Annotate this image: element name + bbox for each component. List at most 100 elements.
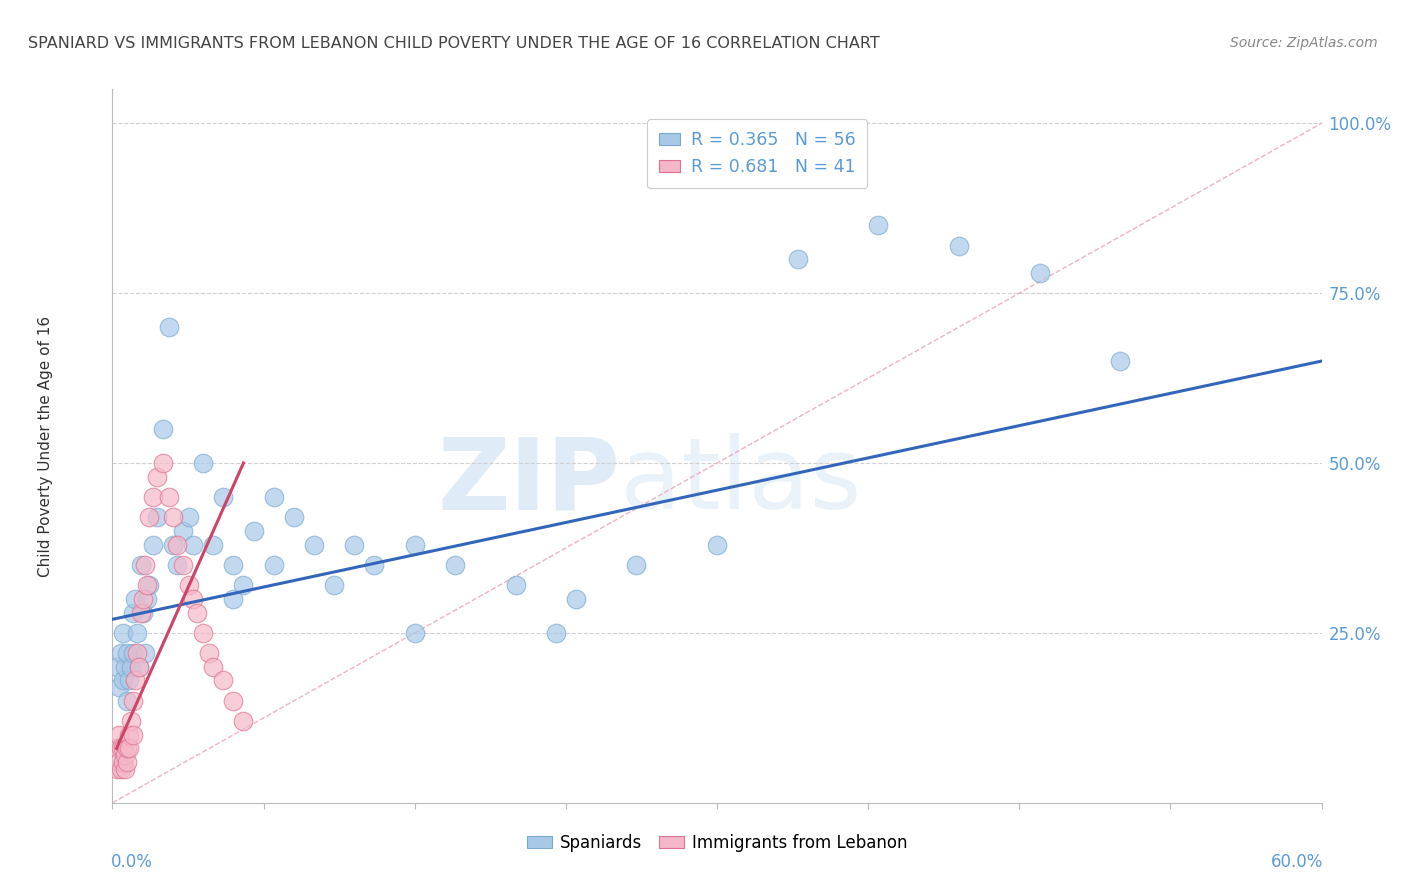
- Point: [142, 490, 165, 504]
- Point: [135, 578, 157, 592]
- Point: [107, 728, 129, 742]
- Point: [363, 558, 385, 572]
- Point: [146, 469, 169, 483]
- Point: [444, 558, 467, 572]
- Point: [121, 728, 143, 742]
- Point: [107, 680, 129, 694]
- Point: [202, 660, 225, 674]
- Point: [121, 694, 143, 708]
- Point: [1109, 354, 1132, 368]
- Point: [114, 748, 136, 763]
- Point: [146, 510, 169, 524]
- Point: [117, 673, 139, 688]
- Point: [505, 578, 527, 592]
- Point: [128, 660, 150, 674]
- Point: [129, 558, 152, 572]
- Point: [157, 320, 180, 334]
- Point: [115, 694, 138, 708]
- Point: [191, 626, 214, 640]
- Point: [202, 537, 225, 551]
- Legend: Spaniards, Immigrants from Lebanon: Spaniards, Immigrants from Lebanon: [520, 828, 914, 859]
- Point: [124, 673, 146, 688]
- Point: [120, 714, 142, 729]
- Point: [110, 741, 132, 756]
- Point: [121, 606, 143, 620]
- Point: [114, 762, 136, 776]
- Point: [128, 660, 150, 674]
- Point: [111, 755, 134, 769]
- Point: [115, 646, 138, 660]
- Point: [115, 741, 138, 756]
- Point: [181, 537, 204, 551]
- Point: [232, 714, 254, 729]
- Point: [166, 537, 188, 551]
- Point: [786, 252, 808, 266]
- Point: [132, 591, 155, 606]
- Point: [868, 218, 890, 232]
- Point: [222, 694, 245, 708]
- Point: [186, 606, 208, 620]
- Point: [114, 660, 136, 674]
- Text: Child Poverty Under the Age of 16: Child Poverty Under the Age of 16: [38, 316, 53, 576]
- Point: [110, 646, 132, 660]
- Text: SPANIARD VS IMMIGRANTS FROM LEBANON CHILD POVERTY UNDER THE AGE OF 16 CORRELATIO: SPANIARD VS IMMIGRANTS FROM LEBANON CHIL…: [28, 36, 880, 51]
- Point: [162, 537, 184, 551]
- Point: [105, 741, 128, 756]
- Point: [115, 755, 138, 769]
- Point: [135, 591, 157, 606]
- Point: [323, 578, 346, 592]
- Point: [404, 626, 426, 640]
- Point: [138, 510, 160, 524]
- Text: 60.0%: 60.0%: [1271, 853, 1323, 871]
- Point: [111, 626, 134, 640]
- Point: [125, 626, 148, 640]
- Point: [343, 537, 366, 551]
- Point: [263, 558, 285, 572]
- Point: [191, 456, 214, 470]
- Point: [222, 558, 245, 572]
- Point: [706, 537, 728, 551]
- Point: [948, 238, 970, 252]
- Point: [172, 558, 194, 572]
- Point: [110, 762, 132, 776]
- Point: [626, 558, 648, 572]
- Point: [212, 673, 235, 688]
- Point: [111, 741, 134, 756]
- Point: [121, 646, 143, 660]
- Point: [142, 537, 165, 551]
- Text: Source: ZipAtlas.com: Source: ZipAtlas.com: [1230, 36, 1378, 50]
- Point: [172, 524, 194, 538]
- Point: [138, 578, 160, 592]
- Point: [1028, 266, 1050, 280]
- Point: [263, 490, 285, 504]
- Point: [105, 660, 128, 674]
- Point: [111, 673, 134, 688]
- Point: [181, 591, 204, 606]
- Point: [152, 456, 174, 470]
- Point: [125, 646, 148, 660]
- Text: atlas: atlas: [620, 434, 862, 530]
- Point: [162, 510, 184, 524]
- Point: [198, 646, 221, 660]
- Point: [222, 591, 245, 606]
- Point: [404, 537, 426, 551]
- Point: [134, 646, 156, 660]
- Point: [166, 558, 188, 572]
- Point: [283, 510, 305, 524]
- Point: [212, 490, 235, 504]
- Point: [157, 490, 180, 504]
- Point: [565, 591, 588, 606]
- Text: ZIP: ZIP: [437, 434, 620, 530]
- Point: [117, 728, 139, 742]
- Point: [105, 762, 128, 776]
- Point: [107, 755, 129, 769]
- Point: [134, 558, 156, 572]
- Point: [120, 660, 142, 674]
- Text: 0.0%: 0.0%: [111, 853, 153, 871]
- Point: [302, 537, 325, 551]
- Point: [544, 626, 567, 640]
- Point: [129, 606, 152, 620]
- Point: [117, 741, 139, 756]
- Point: [152, 422, 174, 436]
- Point: [242, 524, 264, 538]
